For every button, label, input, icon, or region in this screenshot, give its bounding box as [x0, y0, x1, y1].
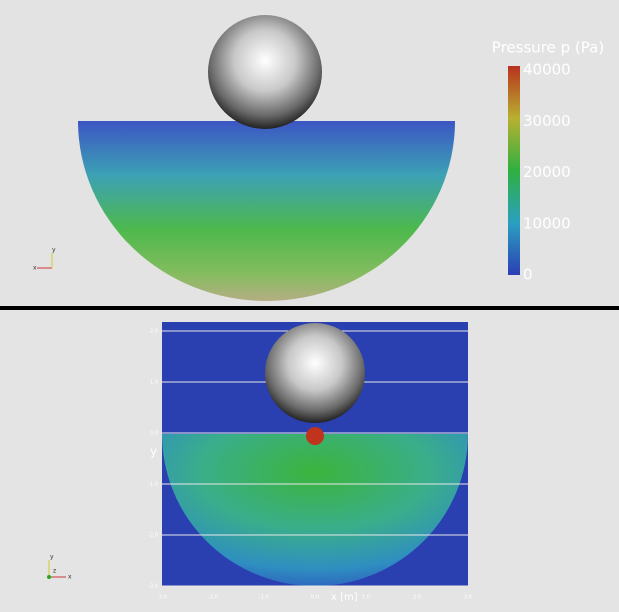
- triad-label: x: [33, 265, 37, 272]
- y-tick-label: -3.0: [148, 584, 158, 590]
- y-tick-label: 1.0: [150, 380, 158, 386]
- y-tick-label: -1.0: [148, 482, 158, 488]
- triad-label: y: [50, 554, 54, 561]
- triad-label: z: [53, 568, 56, 575]
- x-tick-label: -3.0: [157, 595, 167, 601]
- x-tick-label: 2.0: [413, 595, 421, 601]
- x-tick-label: 1.0: [362, 595, 370, 601]
- y-tick-label: 0.0: [150, 431, 158, 437]
- screenshot: Pressure p (Pa) 400003000020000100000 y …: [0, 0, 619, 612]
- colorbar-tick-label: 40000: [523, 61, 571, 79]
- contact-spot: [306, 427, 324, 445]
- colorbar-tick-label: 30000: [523, 112, 571, 130]
- divider: [0, 306, 619, 310]
- colorbar: [508, 66, 520, 275]
- y-tick-label: -2.0: [148, 533, 158, 539]
- x-tick-label: 3.0: [464, 595, 472, 601]
- x-axis-label: x [m]: [331, 592, 358, 603]
- y-tick-label: 2.0: [150, 329, 158, 335]
- y-axis-label: y: [150, 445, 157, 459]
- x-tick-label: -1.0: [259, 595, 269, 601]
- colorbar-tick-label: 20000: [523, 163, 571, 181]
- x-tick-label: 0.0: [311, 595, 319, 601]
- triad-label: y: [52, 247, 56, 254]
- colorbar-tick-label: 0: [523, 266, 533, 284]
- triad-label: x: [68, 574, 72, 581]
- colorbar-title: Pressure p (Pa): [492, 39, 604, 57]
- colorbar-tick-label: 10000: [523, 214, 571, 232]
- sphere: [265, 323, 365, 423]
- sphere: [208, 15, 322, 129]
- triad-z: [47, 575, 51, 579]
- x-tick-label: -2.0: [208, 595, 218, 601]
